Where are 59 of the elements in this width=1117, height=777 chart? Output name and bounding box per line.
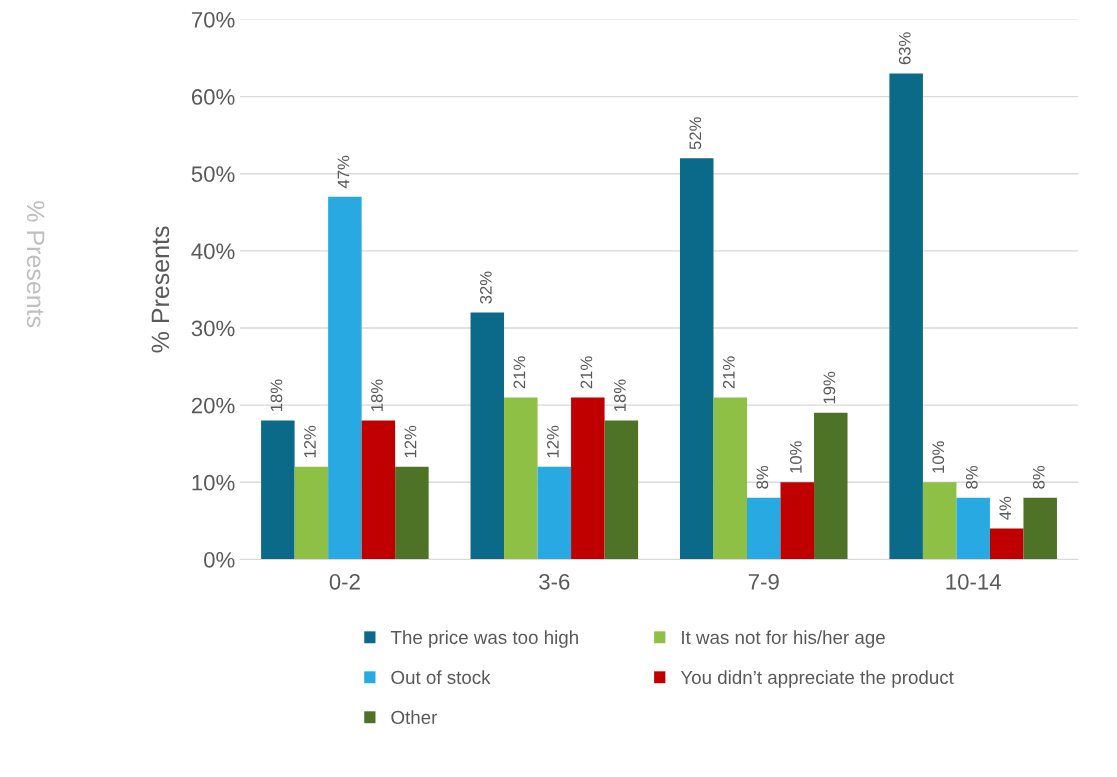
y-axis-title: % Presents [151, 226, 170, 353]
bar [889, 73, 923, 560]
bar [922, 482, 957, 560]
legend-label: It was not for his/her age [682, 630, 885, 648]
data-label: 12% [404, 425, 417, 458]
data-label: 52% [689, 117, 702, 150]
y-tick-label: 10% [192, 474, 235, 491]
data-label: 12% [546, 425, 559, 458]
data-label: 18% [614, 379, 626, 411]
bar [989, 528, 1024, 560]
y-tick-label: 40% [191, 243, 235, 260]
bar [679, 158, 714, 560]
data-label: 63% [898, 32, 911, 65]
x-tick-label: 10-14 [946, 573, 1001, 590]
y-tick-label: 0% [204, 551, 235, 568]
y-tick-label: 60% [191, 89, 235, 105]
bar [328, 196, 362, 560]
bar [294, 466, 329, 560]
data-label: 8% [756, 465, 769, 489]
data-label: 4% [999, 496, 1012, 520]
data-label: 19% [823, 371, 836, 404]
legend-label: Other [391, 710, 438, 725]
bar [395, 466, 429, 560]
legend-label: The price was too high [390, 630, 578, 648]
data-label: 8% [965, 465, 978, 489]
bar [261, 420, 295, 560]
bar [713, 397, 747, 560]
text: % Presents [26, 201, 45, 328]
bar [746, 497, 781, 560]
legend-label: Out of stock [391, 670, 491, 685]
bar [470, 312, 505, 560]
y-tick-label: 50% [191, 166, 235, 182]
bar [780, 482, 815, 560]
x-tick-label: 0-2 [329, 573, 360, 590]
data-label: 12% [304, 425, 316, 458]
data-label: 8% [1032, 465, 1045, 489]
bar [604, 420, 639, 560]
bar [361, 420, 396, 560]
legend-label: You didn’t appreciate the product [680, 670, 954, 688]
data-label: 21% [722, 356, 735, 389]
y-tick-label: 70% [191, 11, 235, 28]
bar [814, 412, 848, 560]
y-tick-label: 20% [191, 397, 235, 414]
bar [571, 397, 605, 560]
data-label: 18% [270, 379, 283, 411]
x-tick-label: 3-6 [539, 573, 570, 590]
bar [537, 466, 572, 560]
data-label: 10% [789, 441, 802, 473]
data-label: 18% [371, 379, 383, 411]
data-label: 32% [479, 271, 492, 304]
data-label: 21% [513, 356, 526, 389]
data-label: 10% [932, 441, 945, 473]
x-tick-label: 7-9 [748, 573, 779, 590]
y-tick-label: 30% [191, 320, 235, 337]
data-label: 47% [337, 155, 350, 189]
bar [1023, 497, 1057, 560]
bar [504, 397, 538, 560]
data-label: 21% [580, 356, 593, 389]
bar [956, 497, 990, 560]
